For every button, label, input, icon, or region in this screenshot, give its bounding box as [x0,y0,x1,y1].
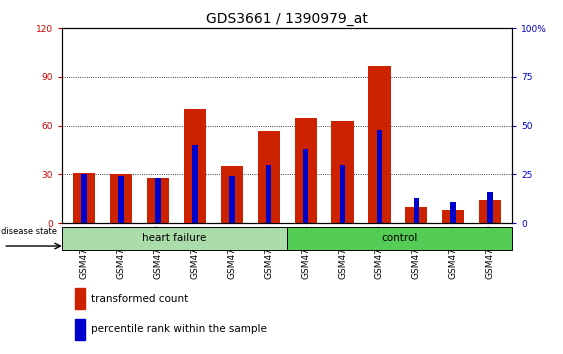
Bar [147,178,169,223]
Text: transformed count: transformed count [91,294,189,304]
Bar [75,319,86,340]
Bar [184,109,206,223]
Bar [339,165,345,223]
Bar [73,173,95,223]
Bar [488,192,493,223]
Bar [266,165,271,223]
Bar [377,130,382,223]
Bar [155,178,160,223]
Text: percentile rank within the sample: percentile rank within the sample [91,324,267,334]
Text: heart failure: heart failure [142,233,207,243]
Bar [229,176,235,223]
Bar [332,121,354,223]
Bar [479,200,501,223]
Bar [110,175,132,223]
FancyBboxPatch shape [62,227,287,250]
Bar [258,131,280,223]
Bar [368,65,391,223]
Text: disease state: disease state [1,227,57,236]
Bar [221,166,243,223]
Bar [294,118,316,223]
Bar [81,175,87,223]
Text: control: control [382,233,418,243]
Bar [414,198,419,223]
Bar [303,149,309,223]
Bar [118,176,124,223]
Bar [75,288,86,309]
FancyBboxPatch shape [287,227,512,250]
Bar [192,145,198,223]
Bar [450,202,456,223]
Title: GDS3661 / 1390979_at: GDS3661 / 1390979_at [206,12,368,26]
Bar [442,210,464,223]
Bar [405,207,427,223]
